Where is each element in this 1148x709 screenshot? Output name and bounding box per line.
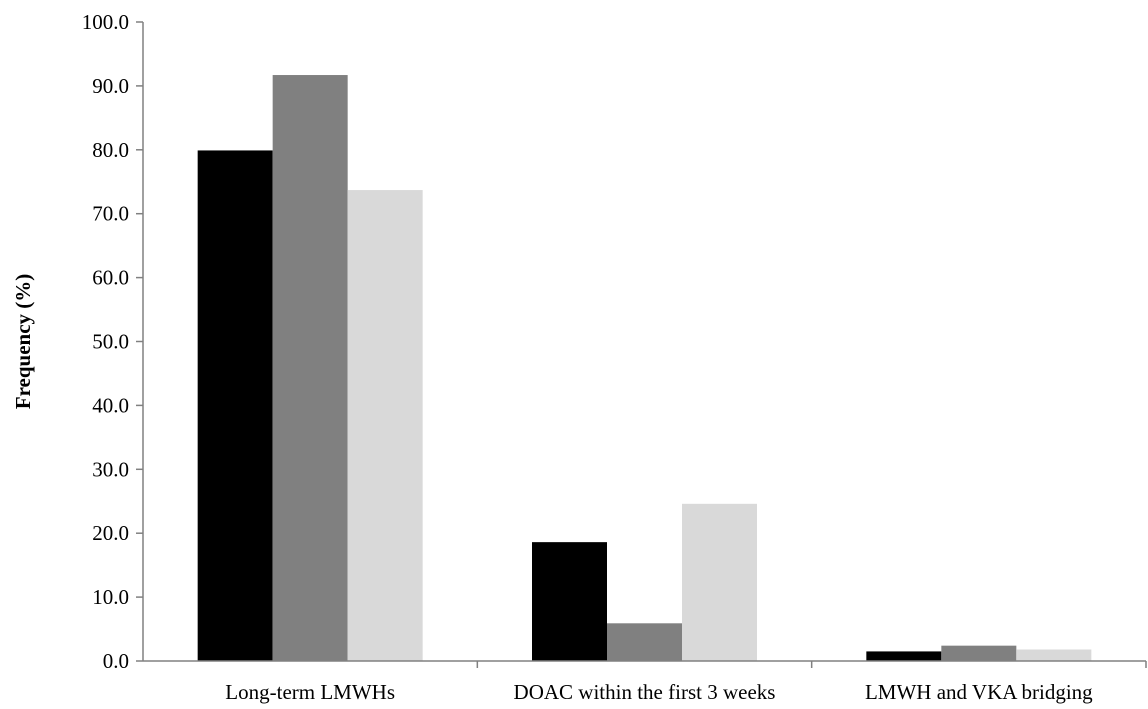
y-axis-title: Frequency (%) — [11, 274, 35, 410]
x-category-label: LMWH and VKA bridging — [865, 680, 1093, 704]
y-tick-label: 10.0 — [92, 585, 129, 609]
bar — [941, 645, 1017, 661]
y-tick-label: 40.0 — [92, 393, 129, 417]
x-category-label: DOAC within the first 3 weeks — [514, 680, 776, 704]
x-category-label: Long-term LMWHs — [225, 680, 395, 704]
y-tick-label: 100.0 — [82, 10, 129, 34]
y-ticks-layer: 0.0 10.0 20.0 30.0 40.0 50.0 60.0 70.0 80.0 90.0 1… — [82, 10, 143, 673]
bar — [1016, 649, 1092, 661]
bar — [866, 651, 942, 661]
x-categories-layer: Long-term LMWHs DOAC within the first 3 w… — [225, 661, 1147, 704]
bar — [347, 190, 423, 661]
bar — [272, 75, 348, 662]
y-tick-label: 30.0 — [92, 457, 129, 481]
y-tick-label: 50.0 — [92, 330, 129, 354]
bar — [197, 150, 273, 661]
y-tick-label: 70.0 — [92, 202, 129, 226]
y-tick-label: 20.0 — [92, 521, 129, 545]
y-tick-label: 80.0 — [92, 138, 129, 162]
y-tick-label: 90.0 — [92, 74, 129, 98]
bars-layer — [197, 75, 1092, 662]
bar — [682, 503, 757, 661]
y-tick-label: 0.0 — [103, 649, 129, 673]
bar — [532, 542, 607, 661]
bar — [607, 623, 682, 661]
y-tick-label: 60.0 — [92, 266, 129, 290]
